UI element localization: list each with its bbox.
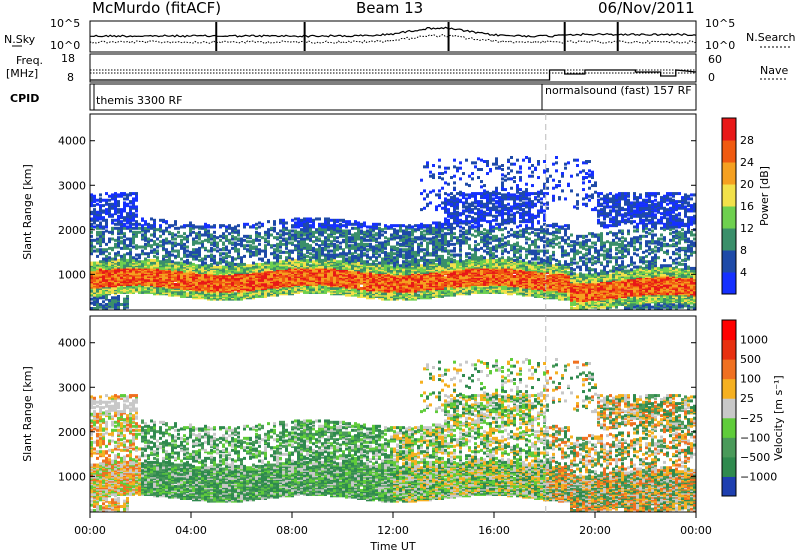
power-ylabel: Slant Range [km] <box>21 164 34 260</box>
nave-tick-high: 60 <box>708 53 722 66</box>
y-tick-label: 2000 <box>58 224 86 237</box>
colorbar-swatch <box>722 437 736 458</box>
x-axis-label: Time UT <box>369 540 415 553</box>
colorbar-swatch <box>722 206 736 229</box>
noise-right-tick-high: 10^5 <box>705 17 735 30</box>
x-tick-label: 16:00 <box>478 524 510 537</box>
y-tick-label: 2000 <box>58 426 86 439</box>
colorbar-tick-label: 12 <box>740 222 754 235</box>
colorbar-swatch <box>722 118 736 141</box>
x-tick-label: 20:00 <box>579 524 611 537</box>
colorbar-frame <box>721 319 737 497</box>
freq-tick-low: 8 <box>67 71 74 84</box>
freq-label: Freq. <box>16 54 43 67</box>
power-heatmap <box>90 155 696 310</box>
cpid-label: CPID <box>10 92 39 105</box>
colorbar-swatch <box>722 476 736 497</box>
colorbar-swatch <box>722 228 736 251</box>
velocity-colorbar-label: Velocity [m s⁻¹] <box>772 375 785 460</box>
colorbar-frame <box>721 117 737 295</box>
station-title: McMurdo (fitACF) <box>92 0 221 17</box>
nave-tick-low: 0 <box>708 71 715 84</box>
colorbar-swatch <box>722 250 736 273</box>
power-colorbar-label: Power [dB] <box>758 166 771 226</box>
colorbar-swatch <box>722 359 736 380</box>
y-tick-label: 4000 <box>58 135 86 148</box>
colorbar-swatch <box>722 272 736 295</box>
freq-unit-label: [MHz] <box>6 67 38 80</box>
nave-label: Nave <box>760 64 788 77</box>
beam-title: Beam 13 <box>356 0 423 17</box>
colorbar-tick-label: 500 <box>740 353 761 366</box>
colorbar-swatch <box>722 320 736 341</box>
velocity-y-ticks: 1000 2000 3000 4000 <box>58 337 696 483</box>
y-tick-label: 1000 <box>58 470 86 483</box>
x-tick-label: 12:00 <box>377 524 409 537</box>
freq-tick-high: 18 <box>61 52 75 65</box>
colorbar-swatch <box>722 140 736 163</box>
colorbar-tick-label: −1000 <box>740 470 777 483</box>
y-tick-label: 3000 <box>58 179 86 192</box>
colorbar-tick-label: 1000 <box>740 334 768 347</box>
colorbar-tick-label: 100 <box>740 373 761 386</box>
x-tick-label: 00:00 <box>74 524 106 537</box>
colorbar-tick-label: 4 <box>740 266 747 279</box>
colorbar-swatch <box>722 456 736 477</box>
colorbar-swatch <box>722 162 736 185</box>
colorbar-tick-label: −100 <box>740 431 770 444</box>
noise-search-series <box>89 34 697 44</box>
x-axis-ticks: 00:00 04:00 08:00 12:00 16:00 20:00 00:00 <box>74 512 712 537</box>
colorbar-swatch <box>722 398 736 419</box>
x-tick-label: 00:00 <box>680 524 712 537</box>
velocity-colorbar: 1000 500 100 25 −25 −100 −500 −1000 <box>721 319 777 497</box>
colorbar-tick-label: 24 <box>740 156 754 169</box>
noise-sky-label: N.Sky <box>4 33 36 46</box>
velocity-heatmap <box>90 357 696 512</box>
nave-series <box>90 69 697 81</box>
colorbar-swatch <box>722 378 736 399</box>
colorbar-tick-label: 25 <box>740 392 754 405</box>
noise-sky-series <box>90 26 697 38</box>
power-panel-frame <box>89 113 697 311</box>
colorbar-tick-label: −500 <box>740 451 770 464</box>
colorbar-tick-label: 20 <box>740 178 754 191</box>
x-tick-label: 04:00 <box>175 524 207 537</box>
x-tick-label: 08:00 <box>276 524 308 537</box>
colorbar-tick-label: 8 <box>740 244 747 257</box>
colorbar-tick-label: −25 <box>740 412 763 425</box>
velocity-ylabel: Slant Range [km] <box>21 366 34 462</box>
cpid-mode-1: themis 3300 RF <box>96 94 183 107</box>
noise-left-tick-high: 10^5 <box>50 17 80 30</box>
colorbar-tick-label: 16 <box>740 200 754 213</box>
colorbar-swatch <box>722 184 736 207</box>
colorbar-tick-label: 28 <box>740 134 754 147</box>
power-y-ticks: 1000 2000 3000 4000 <box>58 135 696 281</box>
colorbar-swatch <box>722 417 736 438</box>
power-colorbar: 4 8 12 16 20 24 28 <box>721 117 754 295</box>
cpid-panel-frame <box>89 83 697 111</box>
freq-panel-frame <box>89 53 697 83</box>
noise-search-label: N.Search <box>746 31 796 44</box>
noise-left-tick-low: 10^0 <box>50 39 80 52</box>
y-tick-label: 1000 <box>58 268 86 281</box>
noise-right-tick-low: 10^0 <box>705 39 735 52</box>
date-title: 06/Nov/2011 <box>598 0 695 17</box>
y-tick-label: 4000 <box>58 337 86 350</box>
noise-spikes <box>215 22 619 51</box>
cpid-mode-2: normalsound (fast) 157 RF <box>545 84 692 97</box>
colorbar-swatch <box>722 339 736 360</box>
y-tick-label: 3000 <box>58 381 86 394</box>
